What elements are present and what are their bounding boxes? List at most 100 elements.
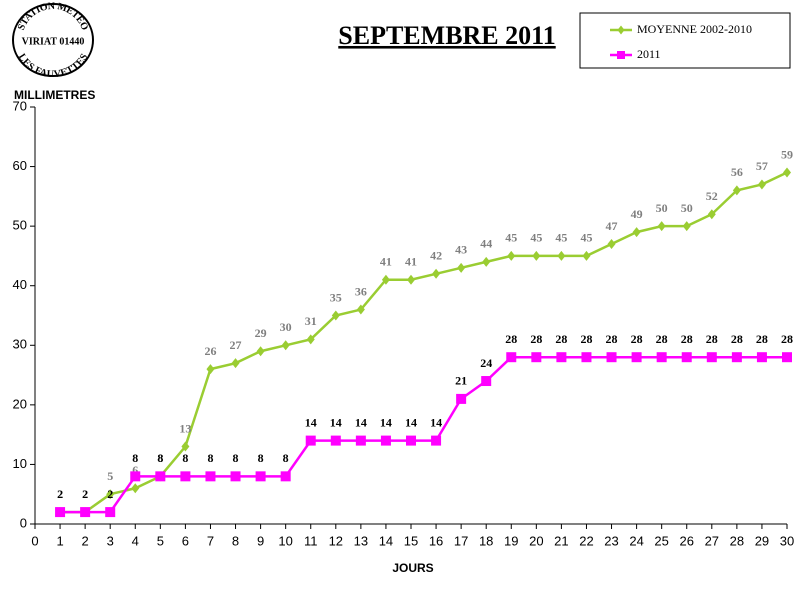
marker	[481, 376, 492, 387]
x-tick-label: 29	[755, 533, 769, 548]
logo-border	[12, 3, 94, 77]
data-label: 43	[455, 243, 467, 257]
x-tick-label: 9	[257, 533, 264, 548]
y-tick-label: 40	[13, 277, 27, 292]
data-label: 50	[681, 201, 693, 215]
data-label: 35	[330, 290, 342, 304]
y-tick-label: 30	[13, 337, 27, 352]
marker	[556, 352, 567, 363]
marker	[432, 268, 441, 279]
chart-title: SEPTEMBRE 2011	[338, 21, 555, 50]
marker	[407, 274, 415, 285]
data-label: 2	[57, 487, 63, 501]
marker	[181, 441, 190, 452]
marker	[732, 185, 741, 196]
data-label: 36	[355, 284, 367, 298]
data-label: 28	[505, 332, 517, 346]
data-label: 28	[631, 332, 643, 346]
x-tick-label: 4	[132, 533, 139, 548]
marker	[255, 471, 266, 482]
marker	[682, 221, 691, 232]
data-label: 5	[107, 469, 113, 483]
data-label: 2	[107, 487, 113, 501]
x-tick-label: 8	[232, 533, 239, 548]
x-tick-label: 16	[429, 533, 443, 548]
marker	[55, 507, 66, 518]
logo-middle: VIRIAT 01440	[22, 36, 85, 47]
data-label: 8	[258, 451, 264, 465]
x-tick-label: 27	[705, 533, 719, 548]
data-label: 28	[580, 332, 592, 346]
x-tick-label: 19	[504, 533, 518, 548]
data-label: 45	[555, 231, 567, 245]
x-tick-label: 3	[107, 533, 114, 548]
data-label: 52	[706, 189, 718, 203]
marker	[581, 352, 592, 363]
data-label: 2	[82, 487, 88, 501]
x-tick-label: 20	[529, 533, 543, 548]
marker	[656, 352, 667, 363]
y-tick-label: 10	[13, 456, 27, 471]
marker	[457, 262, 466, 273]
y-tick-label: 70	[13, 98, 27, 113]
marker	[356, 304, 365, 315]
data-label: 45	[530, 231, 542, 245]
data-label: 41	[405, 255, 417, 269]
x-tick-label: 30	[780, 533, 794, 548]
marker	[456, 393, 467, 404]
marker	[756, 352, 767, 363]
series-line	[60, 171, 788, 514]
marker	[606, 352, 617, 363]
data-label: 24	[480, 356, 492, 370]
data-label: 14	[355, 415, 367, 429]
x-tick-label: 26	[679, 533, 693, 548]
x-tick-label: 23	[604, 533, 618, 548]
marker	[632, 227, 641, 238]
data-label: 44	[480, 237, 492, 251]
data-label: 8	[157, 451, 163, 465]
x-axis-label: JOURS	[392, 561, 433, 575]
x-tick-label: 13	[354, 533, 368, 548]
x-tick-label: 10	[278, 533, 292, 548]
y-axis-label: MILLIMETRES	[14, 88, 95, 102]
data-label: 29	[255, 326, 267, 340]
marker	[531, 352, 542, 363]
x-tick-label: 14	[379, 533, 393, 548]
data-label: 41	[380, 255, 392, 269]
marker	[782, 352, 792, 363]
marker	[281, 340, 290, 351]
marker	[757, 179, 766, 190]
marker	[380, 435, 391, 446]
legend-label: MOYENNE 2002-2010	[637, 22, 752, 36]
data-label: 47	[606, 219, 618, 233]
data-label: 49	[631, 207, 643, 221]
data-label: 45	[505, 231, 517, 245]
legend-label: 2011	[637, 47, 661, 61]
x-tick-label: 12	[329, 533, 343, 548]
data-label: 50	[656, 201, 668, 215]
marker	[155, 471, 166, 482]
data-label: 26	[204, 344, 216, 358]
marker	[631, 352, 642, 363]
marker	[482, 256, 491, 267]
marker	[130, 471, 141, 482]
marker	[280, 471, 291, 482]
x-tick-label: 21	[554, 533, 568, 548]
x-tick-label: 2	[82, 533, 89, 548]
legend-box	[579, 12, 791, 69]
data-label: 21	[455, 374, 467, 388]
marker	[231, 358, 240, 369]
marker	[731, 352, 742, 363]
data-label: 8	[207, 451, 213, 465]
data-label: 8	[157, 451, 163, 465]
marker	[306, 334, 315, 345]
data-label: 28	[681, 332, 693, 346]
data-label: 28	[756, 332, 768, 346]
data-label: 59	[781, 147, 793, 161]
marker	[305, 435, 316, 446]
y-tick-label: 0	[20, 515, 27, 530]
marker	[105, 507, 116, 518]
y-tick-label: 50	[13, 218, 27, 233]
marker	[355, 435, 366, 446]
